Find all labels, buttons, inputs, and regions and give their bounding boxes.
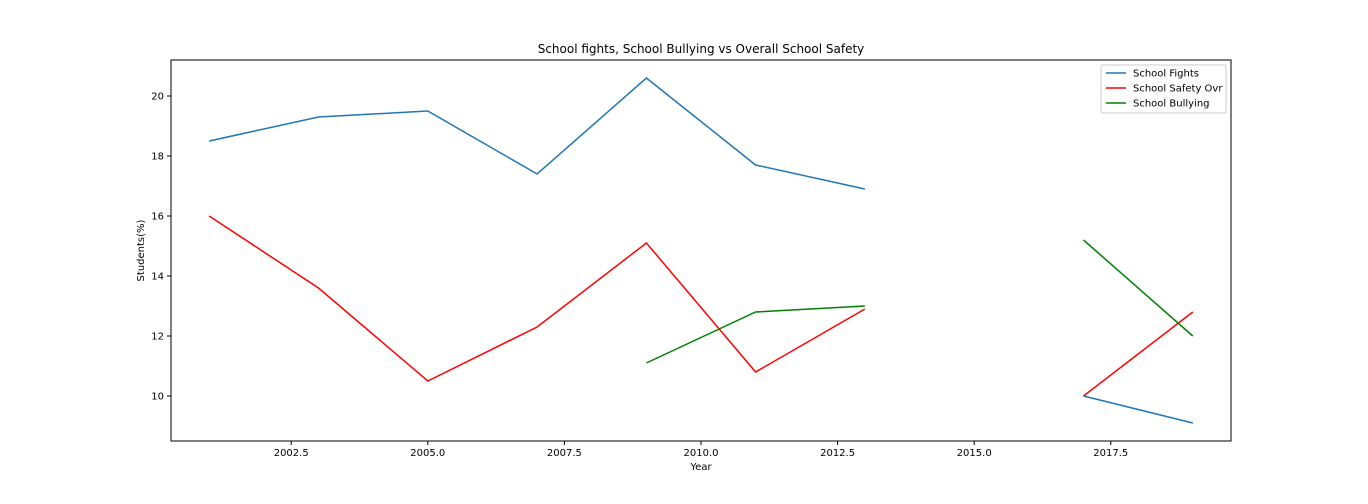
x-tick-label: 2012.5	[820, 448, 855, 459]
legend-label-school-safety-ovr: School Safety Ovr	[1133, 84, 1223, 95]
x-tick-label: 2015.0	[957, 448, 992, 459]
series-line-school-bullying	[646, 305, 865, 364]
x-axis-label: Year	[689, 462, 712, 473]
plot-area	[208, 77, 1194, 424]
series-line-school-bullying	[1083, 239, 1194, 337]
plot-frame	[170, 59, 1232, 442]
legend-label-school-bullying: School Bullying	[1133, 99, 1210, 110]
series-line-school-fights	[209, 77, 866, 190]
legend: School Fights School Safety Ovr School Bul…	[1100, 64, 1227, 114]
y-tick-label: 10	[151, 392, 164, 403]
y-tick-label: 12	[151, 332, 164, 343]
series-line-school-safety-ovr	[1083, 311, 1194, 397]
chart-title: School fights, School Bullying vs Overal…	[538, 42, 865, 56]
x-axis: 2002.5 2005.0 2007.5 2010.0 2012.5 2015.0 2017…	[274, 441, 1128, 459]
y-tick-label: 14	[151, 272, 164, 283]
x-tick-label: 2002.5	[274, 448, 309, 459]
series-line-school-fights	[1083, 395, 1193, 424]
y-tick-label: 20	[151, 92, 164, 103]
legend-box	[1100, 64, 1227, 114]
x-tick-label: 2017.5	[1093, 448, 1128, 459]
legend-label-school-fights: School Fights	[1133, 69, 1199, 80]
x-tick-label: 2010.0	[684, 448, 719, 459]
y-tick-label: 16	[151, 212, 164, 223]
y-axis: 10 12 14 16 18 20	[151, 92, 171, 403]
y-tick-label: 18	[151, 152, 164, 163]
series-line-school-safety-ovr	[208, 215, 866, 382]
x-tick-label: 2005.0	[410, 448, 445, 459]
y-axis-label: Students(%)	[136, 219, 147, 281]
x-tick-label: 2007.5	[547, 448, 582, 459]
